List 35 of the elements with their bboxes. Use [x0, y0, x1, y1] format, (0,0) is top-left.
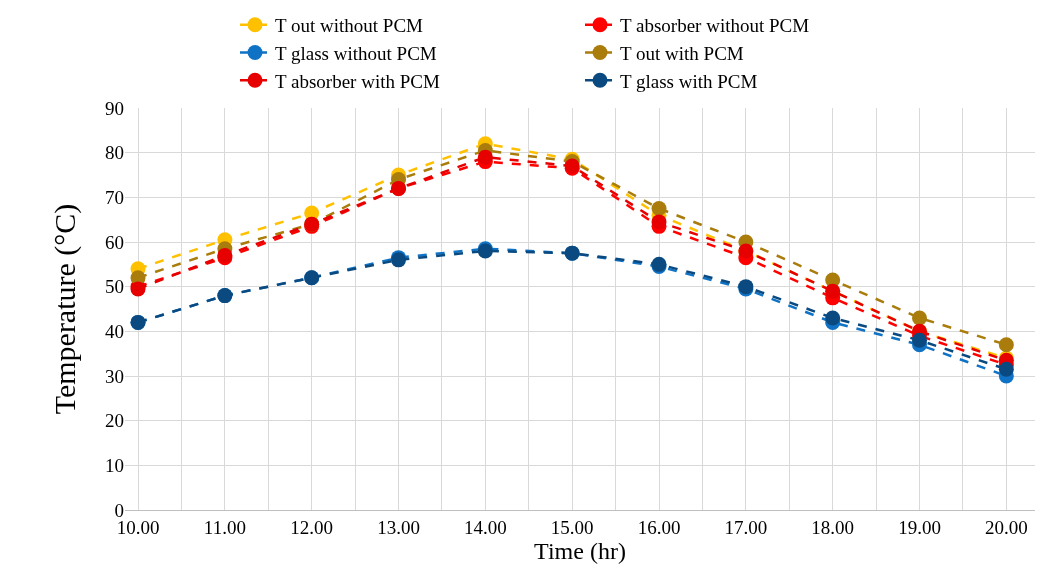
x-tick-label: 19.00: [898, 516, 941, 538]
point: [912, 332, 928, 348]
legend-label: T glass with PCM: [620, 70, 758, 92]
x-tick-label: 16.00: [637, 516, 681, 538]
y-tick-label: 80: [105, 142, 124, 164]
point: [477, 149, 493, 165]
y-tick-label: 40: [105, 320, 124, 342]
point: [651, 214, 667, 230]
point: [651, 201, 667, 216]
y-axis-title: Temperature (°C): [48, 203, 82, 415]
legend-label: T glass without PCM: [275, 42, 437, 64]
x-tick-label: 15.00: [550, 516, 594, 538]
point: [912, 310, 928, 326]
x-tick-label: 14.00: [463, 516, 507, 538]
x-tick-label: 18.00: [811, 516, 855, 538]
point: [998, 361, 1014, 377]
legend-label: T out with PCM: [620, 42, 744, 64]
y-tick-label: 10: [105, 454, 124, 476]
legend-label: T out without PCM: [275, 15, 424, 37]
y-tick-label: 50: [105, 276, 124, 298]
y-tick-label: 30: [105, 365, 124, 387]
x-tick-label: 20.00: [984, 516, 1028, 538]
y-tick-label: 70: [105, 186, 124, 208]
legend-label: T absorber with PCM: [275, 70, 440, 92]
x-tick-label: 13.00: [377, 516, 420, 538]
x-tick-label: 12.00: [290, 516, 334, 538]
x-tick-label: 17.00: [724, 516, 768, 538]
y-tick-label: 90: [105, 97, 124, 119]
y-tick-label: 20: [105, 410, 124, 432]
point: [998, 337, 1014, 353]
y-tick-label: 60: [105, 231, 124, 253]
x-tick-label: 11.00: [203, 516, 246, 538]
legend-label: T absorber without PCM: [620, 15, 810, 37]
point: [825, 310, 841, 326]
x-axis-title: Time (hr): [534, 537, 626, 564]
